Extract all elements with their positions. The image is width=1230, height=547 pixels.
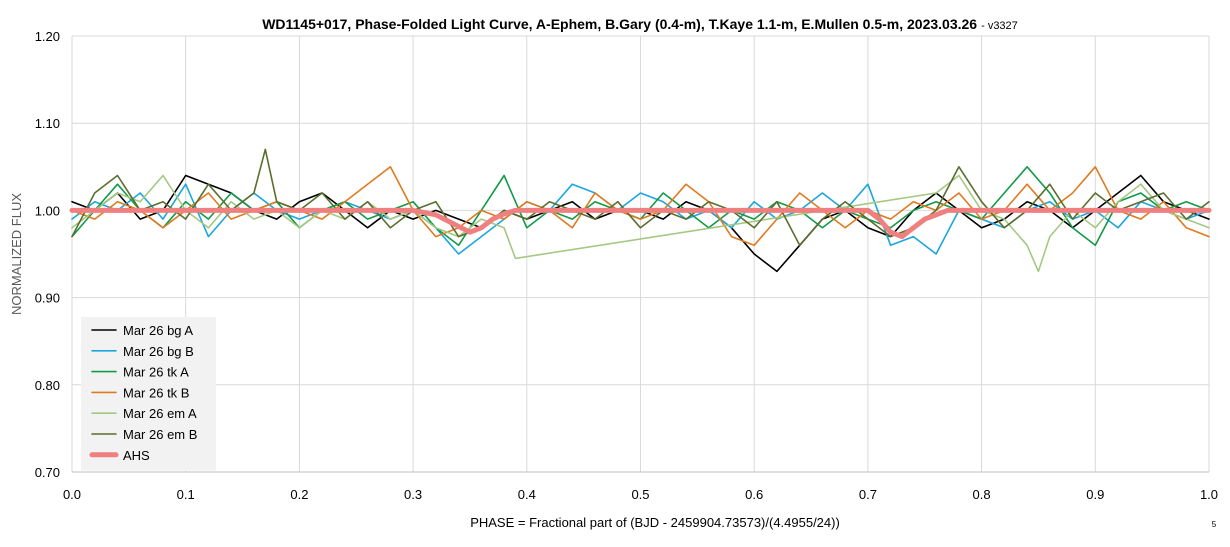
y-tick-label: 1.10 (35, 116, 60, 131)
legend-entry-label: Mar 26 tk B (123, 385, 189, 400)
x-tick-label: 0.7 (859, 487, 877, 502)
x-axis-label: PHASE = Fractional part of (BJD - 245990… (470, 515, 840, 530)
page-number: 5 (1212, 520, 1217, 529)
x-tick-label: 1.0 (1200, 487, 1218, 502)
legend-box (81, 317, 216, 471)
axis-layer: 0.70 0.80 0.90 1.00 1.10 1.20 0.0 0.1 0.2 0.3 0.4 0… (35, 29, 1218, 502)
y-axis-label: NORMALIZED FLUX (9, 193, 24, 315)
series-line-ahs (69, 207, 1212, 240)
x-tick-label: 0.3 (404, 487, 422, 502)
x-tick-label: 0.6 (745, 487, 763, 502)
legend-entry-label: Mar 26 tk A (123, 365, 189, 380)
x-tick-label: 0.0 (63, 487, 81, 502)
chart-title-main: WD1145+017, Phase-Folded Light Curve, A-… (262, 16, 977, 32)
y-tick-label: 0.90 (35, 291, 60, 306)
series-line-mar-26-tk-b (71, 166, 1210, 247)
x-tick-label: 0.8 (973, 487, 991, 502)
y-tick-label: 1.00 (35, 203, 60, 218)
x-tick-label: 0.9 (1086, 487, 1104, 502)
legend-entry-label: Mar 26 em A (123, 406, 197, 421)
series-layer (69, 148, 1212, 273)
y-tick-label: 1.20 (35, 29, 60, 44)
series-line-mar-26-em-b (71, 148, 1210, 247)
x-tick-label: 0.5 (631, 487, 649, 502)
chart-title: WD1145+017, Phase-Folded Light Curve, A-… (262, 16, 1018, 32)
chart-title-suffix: - v3327 (981, 20, 1018, 32)
x-tick-label: 0.4 (518, 487, 536, 502)
grid-layer (71, 35, 1210, 473)
legend-entry-label: Mar 26 bg A (123, 323, 193, 338)
x-tick-label: 0.1 (177, 487, 195, 502)
legend-entry-label: Mar 26 em B (123, 427, 197, 442)
y-tick-label: 0.70 (35, 465, 60, 480)
x-tick-label: 0.2 (290, 487, 308, 502)
legend-entry-label: Mar 26 bg B (123, 344, 194, 359)
legend-entry-label: AHS (123, 448, 150, 463)
y-tick-label: 0.80 (35, 378, 60, 393)
legend: Mar 26 bg A Mar 26 bg B Mar 26 tk A Mar 26 … (81, 317, 216, 471)
